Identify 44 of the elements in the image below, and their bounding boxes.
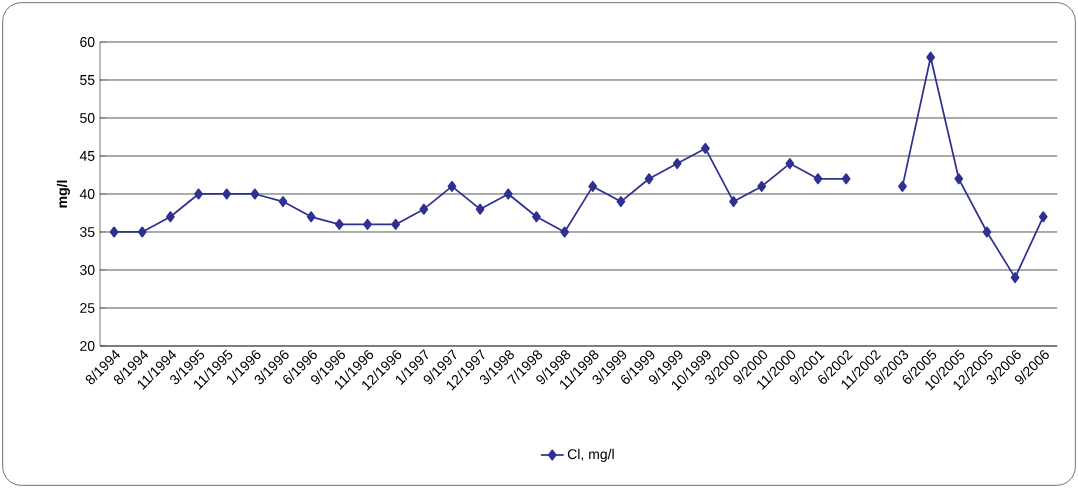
y-axis-title: mg/l <box>56 180 70 208</box>
point <box>306 211 316 223</box>
y-tick-label: 30 <box>80 265 95 275</box>
point <box>644 173 654 185</box>
y-tick-label: 45 <box>79 151 95 161</box>
point <box>419 203 429 215</box>
point <box>532 211 541 223</box>
point <box>785 158 795 170</box>
point <box>363 218 372 230</box>
point <box>194 188 203 200</box>
point <box>278 196 288 208</box>
point <box>729 196 738 208</box>
y-tick-label: 35 <box>80 227 95 237</box>
point <box>616 196 626 208</box>
point <box>447 180 457 192</box>
point <box>982 226 992 238</box>
point <box>503 188 513 200</box>
point <box>954 173 964 185</box>
y-tick-label: 55 <box>80 75 95 85</box>
point <box>898 180 907 192</box>
point <box>588 180 598 192</box>
point <box>137 226 147 238</box>
y-tick-label: 20 <box>80 341 95 351</box>
point <box>1010 272 1020 284</box>
y-tick-label: 60 <box>80 37 95 47</box>
point <box>813 173 823 185</box>
y-tick-label: 25 <box>80 303 95 313</box>
point <box>701 142 710 154</box>
point <box>672 158 682 170</box>
point <box>109 226 119 238</box>
point <box>926 51 935 63</box>
point <box>841 173 851 185</box>
point <box>560 226 569 238</box>
y-tick-label: 50 <box>80 113 95 123</box>
point <box>391 218 401 230</box>
point <box>166 211 175 223</box>
point <box>222 188 232 200</box>
y-tick-label: 40 <box>79 189 95 199</box>
point <box>1038 211 1048 223</box>
point <box>757 180 767 192</box>
point <box>334 218 344 230</box>
point <box>475 203 485 215</box>
point <box>250 188 260 200</box>
legend-label: Cl, mg/l <box>567 448 614 462</box>
